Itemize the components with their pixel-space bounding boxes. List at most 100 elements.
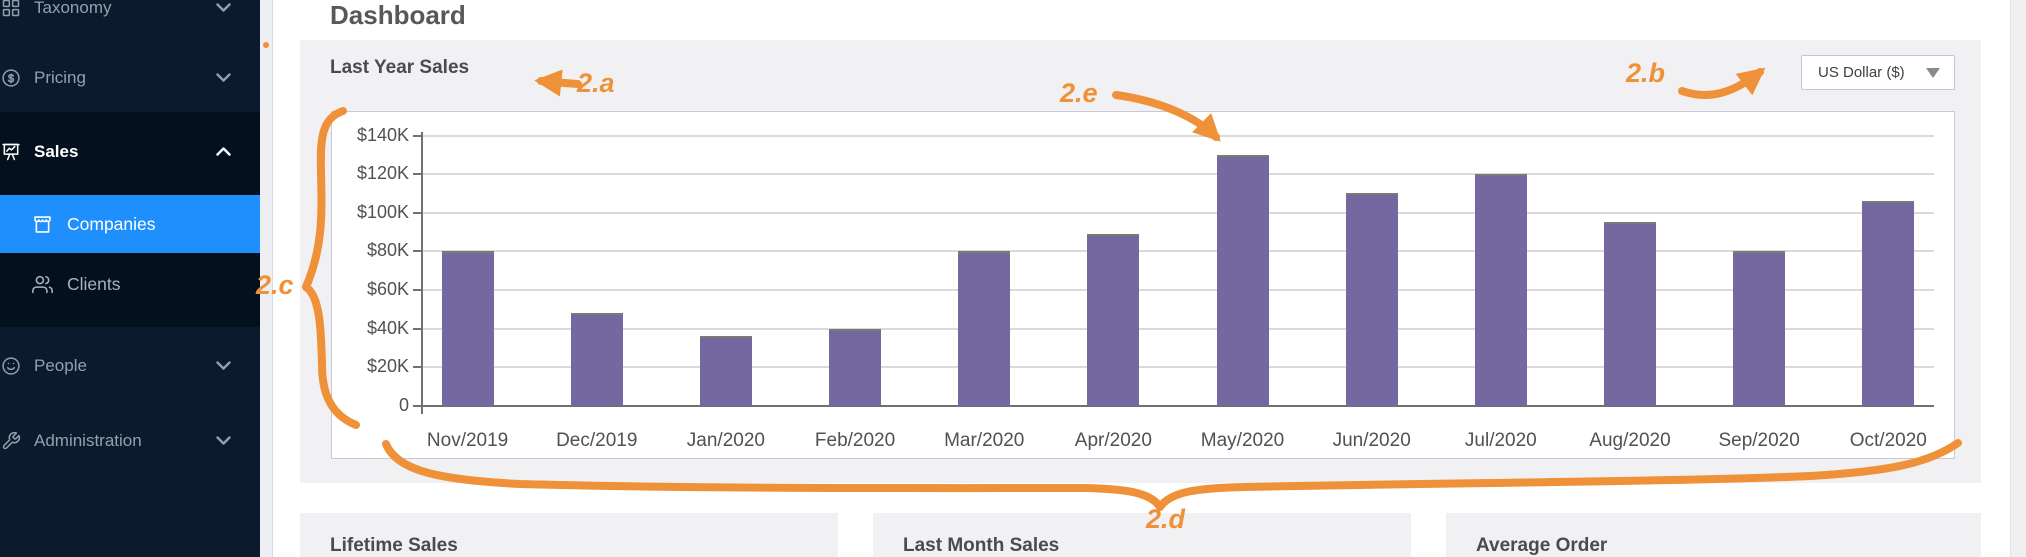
bar-Aug/2020[interactable] [1603,222,1656,406]
y-axis-tick [413,289,421,292]
bar-slot [1695,112,1824,406]
sidebar: Taxonomy $ Pricing Sales [0,0,260,557]
bar-Jun/2020[interactable] [1345,193,1398,406]
x-axis-tick-label: Sep/2020 [1718,430,1800,451]
gridline [421,250,1934,253]
sidebar-item-companies[interactable]: Companies [0,195,260,253]
storefront-icon [32,214,53,235]
y-axis-tick [413,211,421,214]
bar-Jul/2020[interactable] [1474,174,1527,406]
y-axis-tick-label: $60K [366,279,409,300]
x-axis-tick-label: Feb/2020 [814,430,896,451]
y-axis-tick [413,134,421,137]
x-axis-tick-label: Dec/2019 [556,430,638,451]
y-axis-tick-label: $80K [366,240,409,261]
bar-Nov/2019[interactable] [441,251,494,406]
x-axis-tick-label: Nov/2019 [426,430,509,451]
card-title: Lifetime Sales [330,535,458,556]
gridline [421,327,1934,330]
y-axis-line [421,132,423,407]
caret-down-icon [1926,67,1940,78]
card-title: Average Order [1476,535,1608,556]
y-axis-tick-label: $120K [356,163,409,184]
sidebar-item-sales[interactable]: Sales [0,128,260,176]
sidebar-group-sales: Sales Companies Clients [0,112,260,327]
sidebar-item-label: Administration [34,431,142,450]
grid-icon [0,0,22,19]
sidebar-item-pricing[interactable]: $ Pricing [0,48,260,108]
average-order-card: Average Order [1446,513,1981,557]
bar-slot [1049,112,1178,406]
dollar-circle-icon: $ [0,67,22,89]
y-axis-tick [413,250,421,253]
people-icon [32,274,53,295]
gridline [421,173,1934,176]
chevron-up-icon [216,147,232,157]
bar-slot [920,112,1049,406]
sidebar-item-people[interactable]: People [0,336,260,396]
bar-Dec/2019[interactable] [570,313,623,406]
bar-slot [1307,112,1436,406]
x-axis-tick-label: Jan/2020 [686,430,765,451]
bar-Sep/2020[interactable] [1733,251,1786,406]
sidebar-item-label: Pricing [34,68,86,87]
bar-Feb/2020[interactable] [829,328,882,406]
bar-slot [1436,112,1565,406]
y-axis-tick-label: $140K [356,124,409,145]
y-axis-tick-label: $20K [366,356,409,377]
bar-slot [661,112,790,406]
bar-Apr/2020[interactable] [1087,234,1140,406]
bar-May/2020[interactable] [1216,154,1269,406]
bar-slot [1178,112,1307,406]
sidebar-item-clients[interactable]: Clients [0,253,260,315]
y-axis-tick [413,327,421,330]
chart-bars [403,112,1953,406]
smiley-icon [0,355,22,377]
chevron-down-icon [216,3,232,13]
x-axis-tick-label: May/2020 [1200,430,1285,451]
y-axis-tick-label: $40K [366,317,409,338]
sidebar-item-label: Sales [34,142,79,161]
presentation-chart-icon [0,141,22,163]
y-axis-tick [413,366,421,369]
gridline [421,289,1934,292]
chevron-down-icon [216,361,232,371]
sidebar-item-label: Clients [67,273,121,294]
last-year-sales-card: Last Year Sales US Dollar ($) $140K $120K… [300,40,1981,483]
bar-chart: $140K $120K $100K $80K $60K $40K $20K 0 Nov/201… [331,111,1955,459]
x-axis-labels: Nov/2019 Dec/2019 Jan/2020 Feb/2020 Mar/2020… [403,430,1953,452]
chevron-down-icon [216,73,232,83]
page-scrollbar[interactable] [2010,0,2026,557]
bar-Oct/2020[interactable] [1862,201,1915,406]
svg-text:$: $ [8,73,14,85]
page-title: Dashboard [330,0,466,30]
bar-Mar/2020[interactable] [958,251,1011,406]
last-month-sales-card: Last Month Sales [873,513,1411,557]
bar-slot [1565,112,1694,406]
x-axis-tick-label: Oct/2020 [1849,430,1927,451]
bar-slot [790,112,919,406]
y-axis-tick [413,405,421,407]
card-title: Last Year Sales [330,57,470,78]
currency-select[interactable]: US Dollar ($) [1801,55,1955,90]
currency-select-value: US Dollar ($) [1818,64,1905,81]
sidebar-scrollbar[interactable] [260,0,273,557]
card-title: Last Month Sales [903,535,1060,556]
chevron-down-icon [216,436,232,446]
bar-slot [403,112,532,406]
sidebar-item-administration[interactable]: Administration [0,411,260,471]
x-axis-tick-label: Jul/2020 [1464,430,1537,451]
x-axis-tick-label: Aug/2020 [1589,430,1671,451]
sidebar-item-label: Taxonomy [34,0,112,17]
bar-slot [532,112,661,406]
y-axis-tick [413,173,421,176]
sidebar-item-label: Companies [67,213,156,234]
y-axis-tick-label: $100K [356,201,409,222]
sidebar-item-taxonomy[interactable]: Taxonomy [0,0,260,38]
gridline [421,366,1934,369]
x-axis-tick-label: Jun/2020 [1332,430,1411,451]
bar-Jan/2020[interactable] [699,336,752,406]
x-axis-tick-label: Mar/2020 [944,430,1025,451]
sidebar-item-label: People [34,356,87,375]
